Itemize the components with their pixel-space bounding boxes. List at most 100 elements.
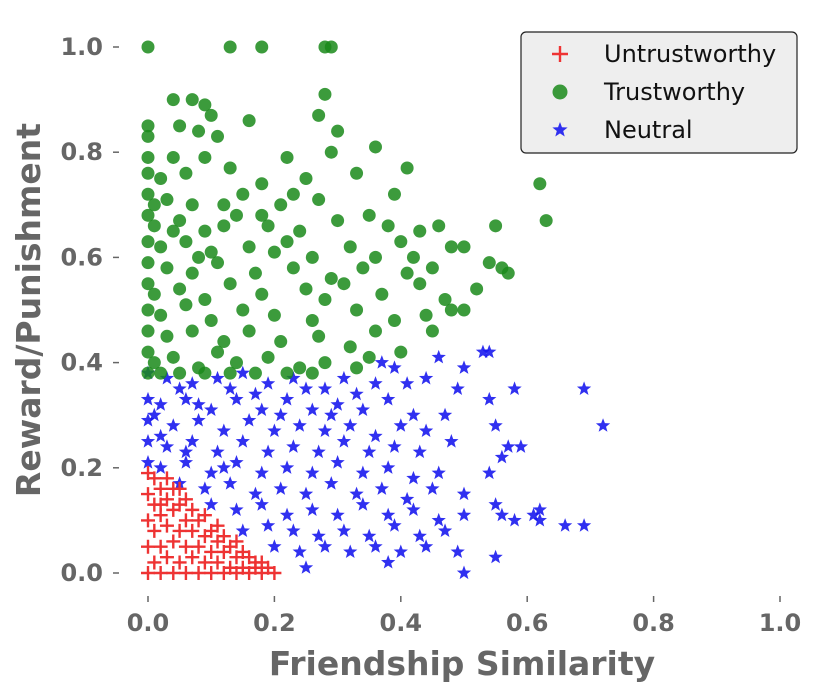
neutral-point [343, 418, 358, 432]
trustworthy-point [147, 219, 161, 233]
neutral-point [387, 439, 402, 453]
untrustworthy-point [153, 539, 168, 554]
neutral-point [456, 507, 472, 522]
trustworthy-point [312, 193, 326, 207]
y-tick-label: 0.4 [60, 349, 103, 377]
trustworthy-point [286, 187, 300, 201]
neutral-point [456, 565, 472, 580]
trustworthy-point [280, 150, 294, 164]
y-tick-label: 0.2 [60, 454, 103, 482]
neutral-point [229, 455, 244, 469]
trustworthy-point [369, 250, 383, 264]
trustworthy-point [369, 324, 383, 338]
trustworthy-point [350, 303, 364, 317]
trustworthy-point [223, 277, 237, 291]
trustworthy-point [141, 129, 155, 143]
trustworthy-point [141, 40, 155, 54]
trustworthy-point [160, 329, 174, 343]
trustworthy-point [324, 271, 338, 285]
untrustworthy-point [153, 481, 168, 496]
neutral-point [178, 444, 194, 459]
trustworthy-point [198, 98, 212, 112]
neutral-point [488, 497, 503, 511]
trustworthy-point [217, 198, 231, 212]
trustworthy-point [539, 214, 553, 228]
trustworthy-point [141, 150, 155, 164]
neutral-point [418, 539, 434, 553]
trustworthy-point [255, 208, 269, 222]
trustworthy-point [154, 172, 168, 185]
trustworthy-point [255, 177, 269, 191]
neutral-point [267, 423, 282, 438]
untrustworthy-point [147, 523, 162, 538]
trustworthy-point [166, 224, 180, 238]
trustworthy-point [362, 208, 376, 222]
series-trustworthy [141, 40, 553, 380]
trustworthy-point [160, 193, 174, 207]
neutral-point [235, 434, 250, 448]
neutral-point [159, 370, 175, 385]
neutral-point [317, 381, 333, 395]
neutral-point [475, 344, 491, 359]
legend-marker-trustworthy [552, 84, 568, 100]
neutral-point [317, 539, 333, 553]
y-tick-label: 0.6 [60, 243, 103, 271]
neutral-point [532, 502, 547, 516]
neutral-point [305, 402, 320, 417]
trustworthy-point [362, 350, 376, 364]
neutral-point [368, 428, 383, 443]
trustworthy-point [173, 282, 187, 296]
neutral-point [229, 502, 244, 516]
trustworthy-point [482, 256, 496, 270]
neutral-point [153, 397, 168, 411]
untrustworthy-point [153, 497, 168, 512]
untrustworthy-point [204, 566, 219, 580]
neutral-point [324, 476, 339, 490]
untrustworthy-point [210, 518, 225, 533]
y-axis-ticks: 0.0 0.2 0.4 0.6 0.8 1.0 [60, 33, 119, 587]
neutral-point [482, 344, 497, 359]
trustworthy-point [324, 40, 338, 54]
untrustworthy-point [141, 513, 155, 528]
neutral-point [172, 381, 187, 395]
neutral-point [166, 418, 181, 432]
trustworthy-point [318, 87, 332, 101]
trustworthy-point [211, 129, 225, 143]
trustworthy-point [394, 345, 408, 359]
neutral-point [406, 502, 421, 516]
neutral-point [431, 512, 446, 527]
untrustworthy-point [159, 550, 174, 565]
trustworthy-point [211, 345, 225, 359]
trustworthy-point [350, 166, 364, 180]
trustworthy-point [432, 219, 446, 233]
trustworthy-point [141, 366, 155, 380]
trustworthy-point [242, 324, 256, 338]
untrustworthy-point [191, 539, 206, 554]
neutral-point [526, 507, 541, 522]
neutral-point [412, 528, 427, 543]
neutral-point [362, 528, 377, 543]
trustworthy-point [141, 119, 155, 133]
untrustworthy-point [185, 523, 200, 538]
neutral-point [330, 455, 345, 469]
trustworthy-point [489, 219, 503, 233]
neutral-point [147, 407, 162, 422]
neutral-point [267, 539, 282, 553]
neutral-point [456, 486, 472, 501]
trustworthy-point [185, 93, 199, 107]
x-tick-label: 0.4 [380, 609, 423, 637]
neutral-point [292, 418, 307, 432]
trustworthy-point [470, 282, 484, 296]
x-tick-label: 0.0 [127, 609, 170, 637]
trustworthy-point [141, 277, 155, 291]
neutral-point [204, 402, 219, 417]
trustworthy-point [154, 240, 168, 254]
neutral-point [311, 444, 326, 459]
neutral-point [286, 523, 301, 537]
trustworthy-point [381, 219, 395, 233]
legend: Untrustworthy Trustworthy Neutral [520, 31, 798, 154]
neutral-point [368, 539, 383, 553]
trustworthy-point [444, 240, 458, 254]
trustworthy-point [293, 224, 307, 238]
trustworthy-point [147, 287, 161, 301]
